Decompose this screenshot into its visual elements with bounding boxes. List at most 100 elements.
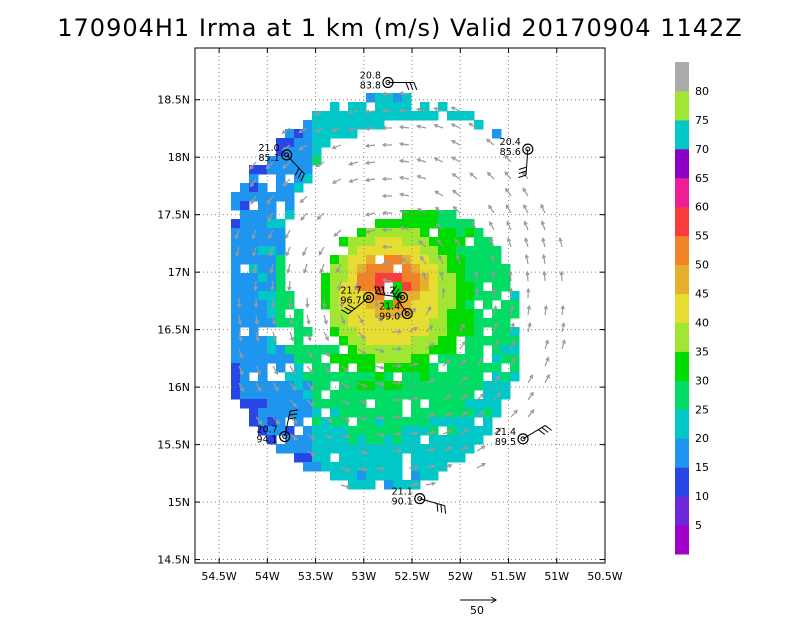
wind-arrow-head	[491, 270, 496, 276]
wind-arrow	[400, 193, 410, 197]
wind-speed-cell	[375, 318, 385, 328]
wind-speed-cell	[420, 228, 430, 238]
wind-speed-cell	[483, 417, 493, 427]
wind-speed-cell	[303, 444, 313, 454]
wind-speed-cell	[249, 264, 259, 274]
wind-speed-cell	[384, 426, 394, 436]
wind-speed-cell	[447, 255, 457, 265]
wind-arrow	[442, 464, 452, 469]
wind-speed-cell	[375, 345, 385, 355]
wind-arrow-head	[511, 339, 516, 345]
wind-arrow	[306, 382, 314, 390]
observation-speed: 21.0	[258, 143, 279, 154]
wind-speed-cell	[357, 111, 367, 121]
wind-speed-cell	[258, 228, 268, 238]
wind-arrow	[306, 331, 311, 341]
wind-speed-cell	[465, 372, 475, 382]
wind-speed-cell	[411, 219, 421, 229]
wind-speed-cell	[285, 435, 295, 445]
wind-speed-cell	[402, 426, 412, 436]
wind-speed-cell	[366, 300, 376, 310]
wind-speed-cell	[312, 399, 322, 409]
lat-tick-label: 17.5N	[157, 209, 190, 222]
wind-vectors	[234, 91, 566, 489]
lon-tick-label: 53W	[351, 570, 376, 583]
wind-speed-cell	[420, 336, 430, 346]
wind-arrow-head	[309, 369, 314, 375]
wind-speed-cell	[303, 327, 313, 337]
wind-arrow-head	[237, 320, 242, 326]
wind-speed-cell	[438, 327, 448, 337]
wind-arrow	[475, 271, 478, 282]
wind-arrow	[436, 239, 444, 248]
wind-speed-cell	[465, 327, 475, 337]
wind-speed-cell	[438, 399, 448, 409]
dropsonde-center-icon	[366, 294, 372, 300]
wind-speed-cell	[384, 390, 394, 400]
wind-speed-cell	[249, 390, 259, 400]
wind-arrow	[400, 143, 410, 146]
wind-arrow-head	[418, 240, 423, 245]
wind-speed-cell	[303, 156, 313, 166]
wind-arrow-head	[268, 234, 273, 240]
colorbar-label: 50	[695, 259, 709, 272]
wind-speed-cell	[366, 282, 376, 292]
wind-arrow-head	[463, 393, 469, 399]
wind-speed-cell	[447, 291, 457, 301]
wind-speed-cell	[501, 264, 511, 274]
wind-speed-cell	[357, 282, 367, 292]
wind-speed-cell	[411, 444, 421, 454]
wind-arrow-head	[307, 336, 312, 342]
wind-speed-cell	[384, 300, 394, 310]
wind-arrow	[340, 365, 349, 372]
wind-arrow	[425, 413, 435, 418]
wind-speed-cell	[411, 363, 421, 373]
wind-speed-cell	[276, 228, 286, 238]
wind-arrow-head	[292, 386, 297, 392]
wind-arrow-head	[493, 322, 499, 328]
wind-arrow	[542, 238, 546, 248]
observation-marker: 21.796.7	[340, 285, 375, 315]
wind-arrow	[459, 323, 465, 333]
wind-speed-cell	[429, 273, 439, 283]
wind-arrow	[435, 207, 444, 214]
wind-arrow	[399, 109, 410, 112]
wind-speed-cell	[501, 309, 511, 319]
wind-speed-cell	[231, 282, 241, 292]
wind-speed-cell	[366, 237, 376, 247]
wind-speed-cell	[258, 345, 268, 355]
wind-speed-cell	[249, 399, 259, 409]
wind-speed-cell	[267, 435, 277, 445]
wind-arrow	[527, 392, 534, 401]
wind-arrow-head	[239, 387, 244, 393]
wind-arrow-head	[497, 427, 502, 432]
wind-arrow	[420, 256, 427, 265]
wind-speed-cell	[384, 471, 394, 481]
wind-speed-cell	[357, 102, 367, 112]
wind-arrow	[238, 382, 244, 392]
lat-tick-label: 17N	[168, 266, 190, 279]
wind-speed-cell	[330, 345, 340, 355]
wind-speed-cell	[240, 300, 250, 310]
wind-speed-cell	[267, 273, 277, 283]
wind-speed-cell	[303, 129, 313, 139]
wind-arrow-head	[490, 254, 495, 259]
wind-arrow-head	[331, 127, 337, 133]
wind-barb-flag	[538, 429, 546, 435]
wind-speed-cell	[339, 354, 349, 364]
wind-arrow	[408, 432, 418, 435]
wind-speed-cell	[456, 282, 466, 292]
wind-speed-cell	[366, 273, 376, 283]
wind-arrow-head	[434, 206, 440, 212]
wind-arrow-head	[433, 106, 438, 112]
wind-speed-cell	[492, 345, 502, 355]
wind-speed-cell	[375, 381, 385, 391]
wind-speed-cell	[258, 273, 268, 283]
wind-arrow	[526, 271, 529, 282]
wind-speed-cell	[240, 291, 250, 301]
wind-arrow	[459, 411, 468, 418]
wind-arrow	[544, 305, 547, 316]
wind-arrow-head	[285, 234, 289, 239]
wind-arrow	[561, 305, 564, 316]
wind-speed-cell	[240, 282, 250, 292]
